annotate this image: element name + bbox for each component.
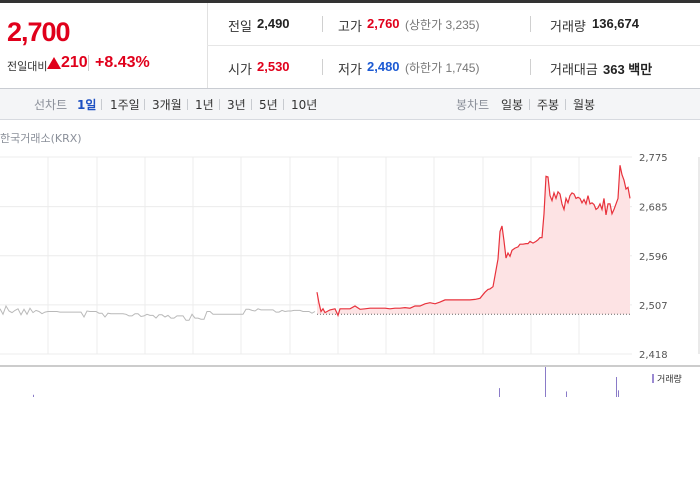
volume-bars [33, 367, 619, 397]
period-1d-button[interactable]: 1일 [77, 98, 97, 112]
chart-toolbar: 선차트 1일 1주일 3개월 1년 3년 5년 10년 봉차트 일봉 주봉 월봉 [0, 88, 700, 120]
high-value: 2,760 [367, 16, 400, 31]
divider [88, 55, 89, 71]
volume-bar [33, 394, 34, 397]
y-tick-label: 2,418 [639, 350, 668, 361]
price-box: 2,700 전일대비 210 +8.43% [0, 3, 207, 88]
period-10y-button[interactable]: 10년 [291, 98, 318, 112]
candle-daily-button[interactable]: 일봉 [501, 98, 524, 112]
current-price: 2,700 [7, 17, 71, 47]
divider [529, 99, 530, 110]
y-tick-label: 2,685 [639, 203, 668, 214]
open-value: 2,530 [257, 59, 290, 74]
volume-bar [499, 388, 500, 397]
y-tick-label: 2,596 [639, 252, 668, 263]
volume-bar [618, 390, 619, 397]
volume-label: 거래량 [550, 19, 586, 34]
divider [101, 99, 102, 110]
volume-bar [616, 377, 617, 397]
amount-value: 363 백만 [603, 62, 653, 77]
low-value: 2,480 [367, 59, 400, 74]
prev-close-label: 전일 [228, 19, 252, 34]
price-chart: 2,775 2,685 2,596 2,507 2,418 거래량 [0, 153, 700, 397]
divider [144, 99, 145, 110]
y-axis-ticks: 2,775 2,685 2,596 2,507 2,418 [639, 153, 668, 361]
amount-label: 거래대금 [550, 62, 598, 77]
y-tick-label: 2,507 [639, 301, 668, 312]
period-1y-button[interactable]: 1년 [195, 98, 214, 112]
divider [187, 99, 188, 110]
low-label: 저가 [338, 62, 362, 77]
volume-legend-label: 거래량 [657, 373, 682, 385]
divider [322, 59, 323, 75]
divider [565, 99, 566, 110]
divider [530, 16, 531, 32]
volume-value: 136,674 [592, 16, 639, 31]
stock-summary: 2,700 전일대비 210 +8.43% 전일 2,490 고가 2,760 … [0, 0, 700, 88]
period-3m-button[interactable]: 3개월 [152, 98, 182, 112]
top-border [0, 0, 700, 3]
lower-limit: (하한가 1,745) [405, 61, 480, 75]
candle-chart-label: 봉차트 [456, 98, 490, 112]
candle-monthly-button[interactable]: 월봉 [573, 98, 596, 112]
period-1w-button[interactable]: 1주일 [110, 98, 140, 112]
candle-weekly-button[interactable]: 주봉 [537, 98, 560, 112]
data-source-label: 한국거래소(KRX) [0, 132, 82, 145]
volume-bar [566, 391, 567, 397]
today-price-area [317, 165, 630, 316]
line-chart-label: 선차트 [34, 98, 68, 112]
volume-legend-swatch [652, 374, 654, 383]
volume-legend: 거래량 [652, 373, 682, 385]
period-3y-button[interactable]: 3년 [227, 98, 246, 112]
up-triangle-icon [47, 57, 61, 69]
change-label: 전일대비 [7, 60, 48, 73]
prev-close-value: 2,490 [257, 16, 290, 31]
divider [322, 16, 323, 32]
change-rate: +8.43% [95, 54, 150, 71]
divider [219, 99, 220, 110]
period-5y-button[interactable]: 5년 [259, 98, 278, 112]
today-price-line [316, 165, 631, 318]
volume-bar [545, 367, 546, 397]
upper-limit: (상한가 3,235) [405, 18, 480, 32]
change-value: 210 [61, 54, 88, 71]
row-divider [207, 45, 700, 46]
divider [251, 99, 252, 110]
y-tick-label: 2,775 [639, 153, 668, 164]
previous-session-line [0, 304, 316, 321]
divider [283, 99, 284, 110]
high-label: 고가 [338, 19, 362, 34]
open-label: 시가 [228, 62, 252, 77]
divider [530, 59, 531, 75]
